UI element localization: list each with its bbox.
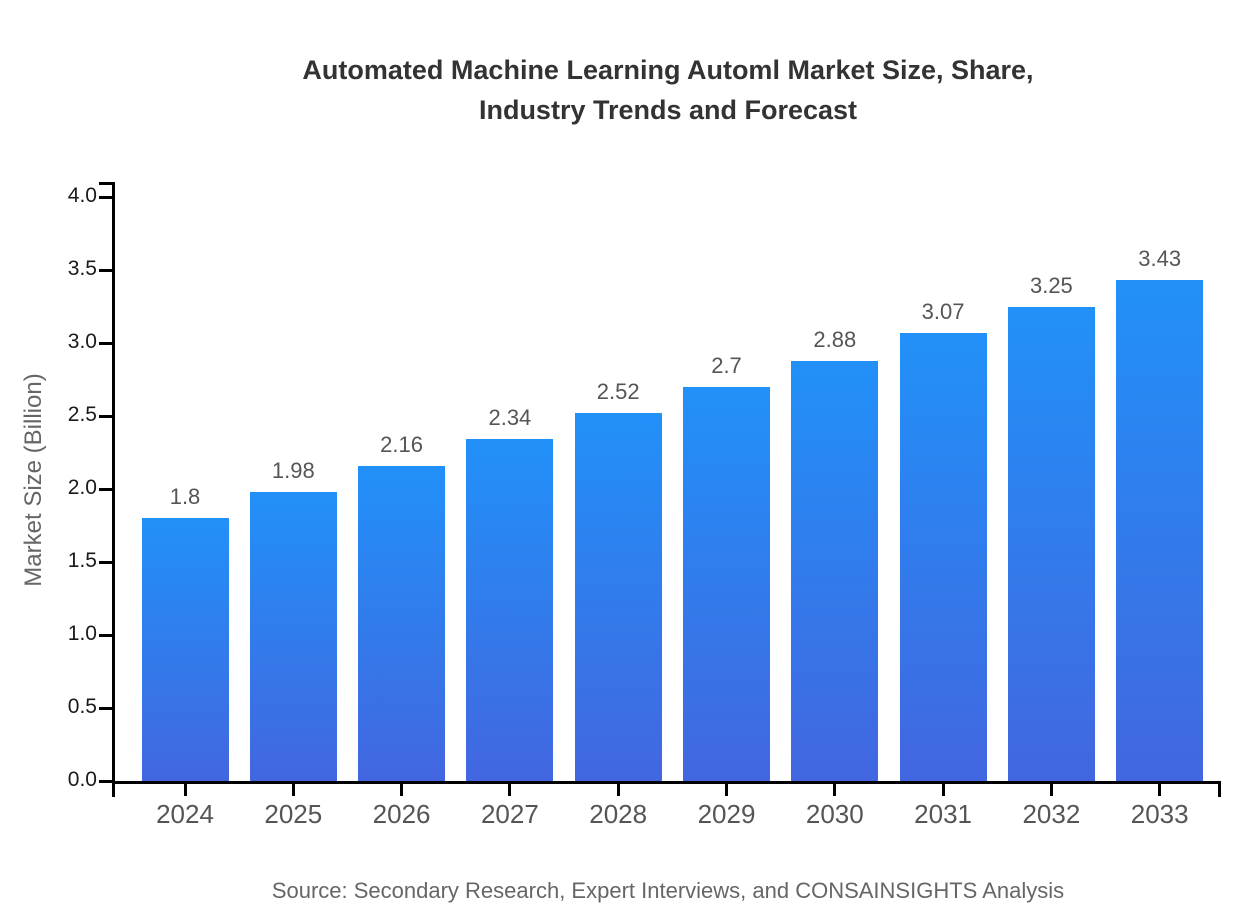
x-tick-label-2031: 2031 [914, 799, 973, 829]
bar-value-label-2031: 3.07 [921, 298, 965, 324]
chart-title-line2: Industry Trends and Forecast [478, 95, 858, 125]
y-tick-label: 2.5 [67, 403, 97, 426]
x-tick-mark [291, 781, 295, 796]
y-tick-mark [99, 706, 115, 710]
x-tick-label-2024: 2024 [156, 799, 214, 829]
bar-2032 [1007, 306, 1095, 781]
x-tick-label-2025: 2025 [264, 799, 323, 829]
y-tick-mark [99, 560, 115, 564]
bar-2025 [249, 491, 337, 781]
x-tick-mark [1049, 781, 1053, 796]
x-tick-label-2028: 2028 [589, 799, 648, 829]
y-tick-label: 4.0 [67, 184, 97, 207]
y-tick-mark [99, 414, 115, 418]
y-tick-label: 3.0 [67, 330, 97, 353]
bar-value-label-2024: 1.8 [169, 484, 201, 510]
y-tick-mark [99, 195, 115, 199]
y-tick-label: 3.5 [67, 257, 97, 280]
x-tick-label-2032: 2032 [1022, 799, 1081, 829]
bar-value-label-2025: 1.98 [271, 457, 315, 483]
bar-2029 [683, 386, 770, 781]
x-tick-mark [725, 781, 728, 796]
x-tick-mark [1158, 781, 1162, 796]
y-tick-label: 0.0 [67, 768, 97, 791]
bar-2030 [791, 360, 879, 781]
y-tick-mark [99, 779, 115, 783]
x-tick-label-2030: 2030 [805, 799, 864, 829]
y-axis-end-cap [99, 182, 115, 185]
bar-2031 [899, 332, 987, 781]
x-tick-mark [183, 781, 187, 796]
x-tick-label-2033: 2033 [1130, 799, 1189, 829]
y-tick-label: 2.0 [67, 476, 97, 499]
x-tick-label-2026: 2026 [372, 799, 431, 829]
y-tick-mark [99, 633, 115, 637]
bar-value-label-2027: 2.34 [488, 405, 532, 431]
bar-value-label-2033: 3.43 [1138, 246, 1182, 272]
chart-title: Automated Machine Learning Automl Market… [76, 50, 1260, 130]
y-tick-label: 1.5 [67, 549, 97, 572]
x-tick-mark [616, 781, 620, 796]
bar-value-label-2032: 3.25 [1029, 272, 1073, 298]
chart-title-line1: Automated Machine Learning Automl Market… [302, 55, 1034, 85]
x-tick-mark [400, 781, 404, 796]
y-tick-mark [99, 341, 115, 345]
x-tick-mark [833, 781, 837, 796]
x-tick-mark [508, 781, 512, 796]
bar-value-label-2029: 2.7 [711, 352, 742, 378]
plot-area: 0.0 0.5 1.0 1.5 2.0 2.5 3.0 3.5 4.0 1.8 1.98 2.16 2… [68, 182, 1221, 829]
x-tick-label-2027: 2027 [480, 799, 539, 829]
bar-value-label-2030: 2.88 [813, 326, 857, 352]
bar-value-label-2026: 2.16 [380, 431, 423, 457]
bar-2024 [141, 518, 229, 781]
bar-2027 [466, 439, 554, 781]
x-tick-mark [941, 781, 945, 796]
bar-2026 [358, 465, 446, 781]
bar-2028 [574, 413, 662, 781]
y-tick-label: 0.5 [67, 695, 97, 718]
x-tick-label-2029: 2029 [697, 799, 756, 829]
y-tick-mark [99, 268, 115, 272]
source-note: Source: Secondary Research, Expert Inter… [271, 878, 1065, 903]
bar-value-label-2028: 2.52 [596, 379, 640, 405]
y-tick-mark [99, 487, 115, 491]
x-axis-end-cap [1218, 781, 1221, 797]
y-tick-label: 1.0 [67, 622, 97, 645]
bar-2033 [1116, 280, 1204, 781]
x-axis-line [112, 781, 1221, 784]
